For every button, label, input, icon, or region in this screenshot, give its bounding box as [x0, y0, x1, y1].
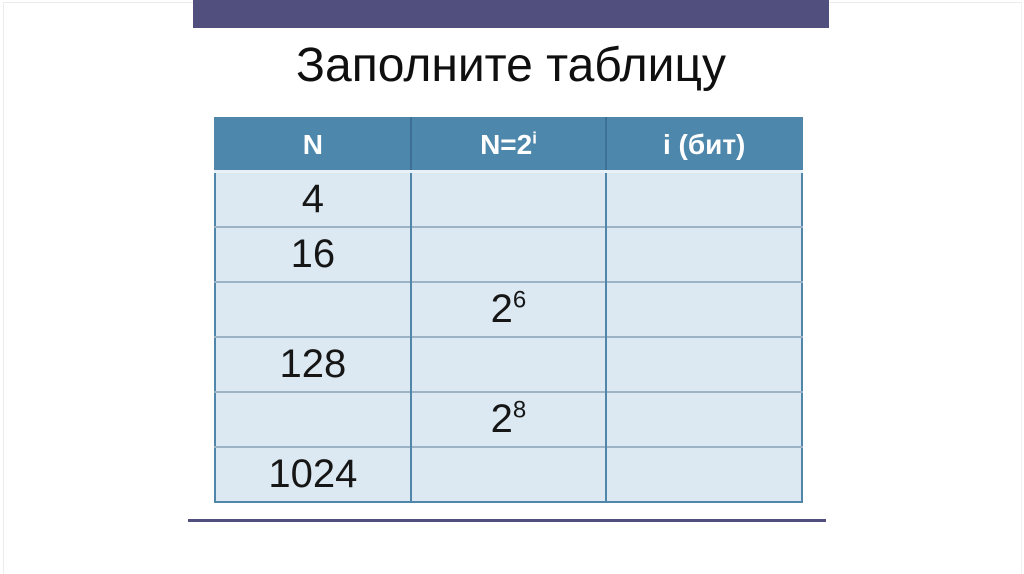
table-row: 4 [215, 170, 802, 227]
cell-r5-c2: 28 [409, 391, 607, 447]
bottom-divider-line [188, 519, 826, 522]
table-header: N N=2i i (бит) [215, 118, 802, 172]
cell-r3-c3 [605, 281, 802, 337]
cell-r2-c2 [409, 226, 607, 282]
cell-r6-c3 [605, 446, 802, 502]
cell-r1-c2 [409, 170, 607, 227]
cell-r3-c2: 26 [409, 281, 607, 337]
cell-r6-c1: 1024 [215, 446, 411, 502]
top-accent-bar [193, 0, 829, 28]
table-body: 4 16 26 128 [215, 170, 802, 502]
fill-table-container: N N=2i i (бит) 4 16 26 [214, 117, 803, 503]
table-row: 26 [215, 281, 802, 337]
header-row: N N=2i i (бит) [215, 118, 802, 172]
header-cell-n: N [215, 118, 411, 172]
header-cell-n-equals-2i: N=2i [409, 118, 607, 172]
fill-table: N N=2i i (бит) 4 16 26 [214, 117, 803, 503]
cell-r4-c2 [409, 336, 607, 392]
table-row: 16 [215, 226, 802, 282]
table-row: 1024 [215, 446, 802, 502]
cell-r4-c1: 128 [215, 336, 411, 392]
cell-r6-c2 [409, 446, 607, 502]
table-row: 128 [215, 336, 802, 392]
cell-r1-c3 [605, 170, 802, 227]
header-cell-i-bits: i (бит) [605, 118, 802, 172]
cell-r3-c1 [215, 281, 411, 337]
cell-r2-c1: 16 [215, 226, 411, 282]
cell-r4-c3 [605, 336, 802, 392]
table-row: 28 [215, 391, 802, 447]
cell-r2-c3 [605, 226, 802, 282]
slide-title: Заполните таблицу [296, 39, 726, 92]
cell-r5-c3 [605, 391, 802, 447]
cell-r5-c1 [215, 391, 411, 447]
header-superscript: i [532, 128, 537, 148]
cell-r1-c1: 4 [215, 170, 411, 227]
